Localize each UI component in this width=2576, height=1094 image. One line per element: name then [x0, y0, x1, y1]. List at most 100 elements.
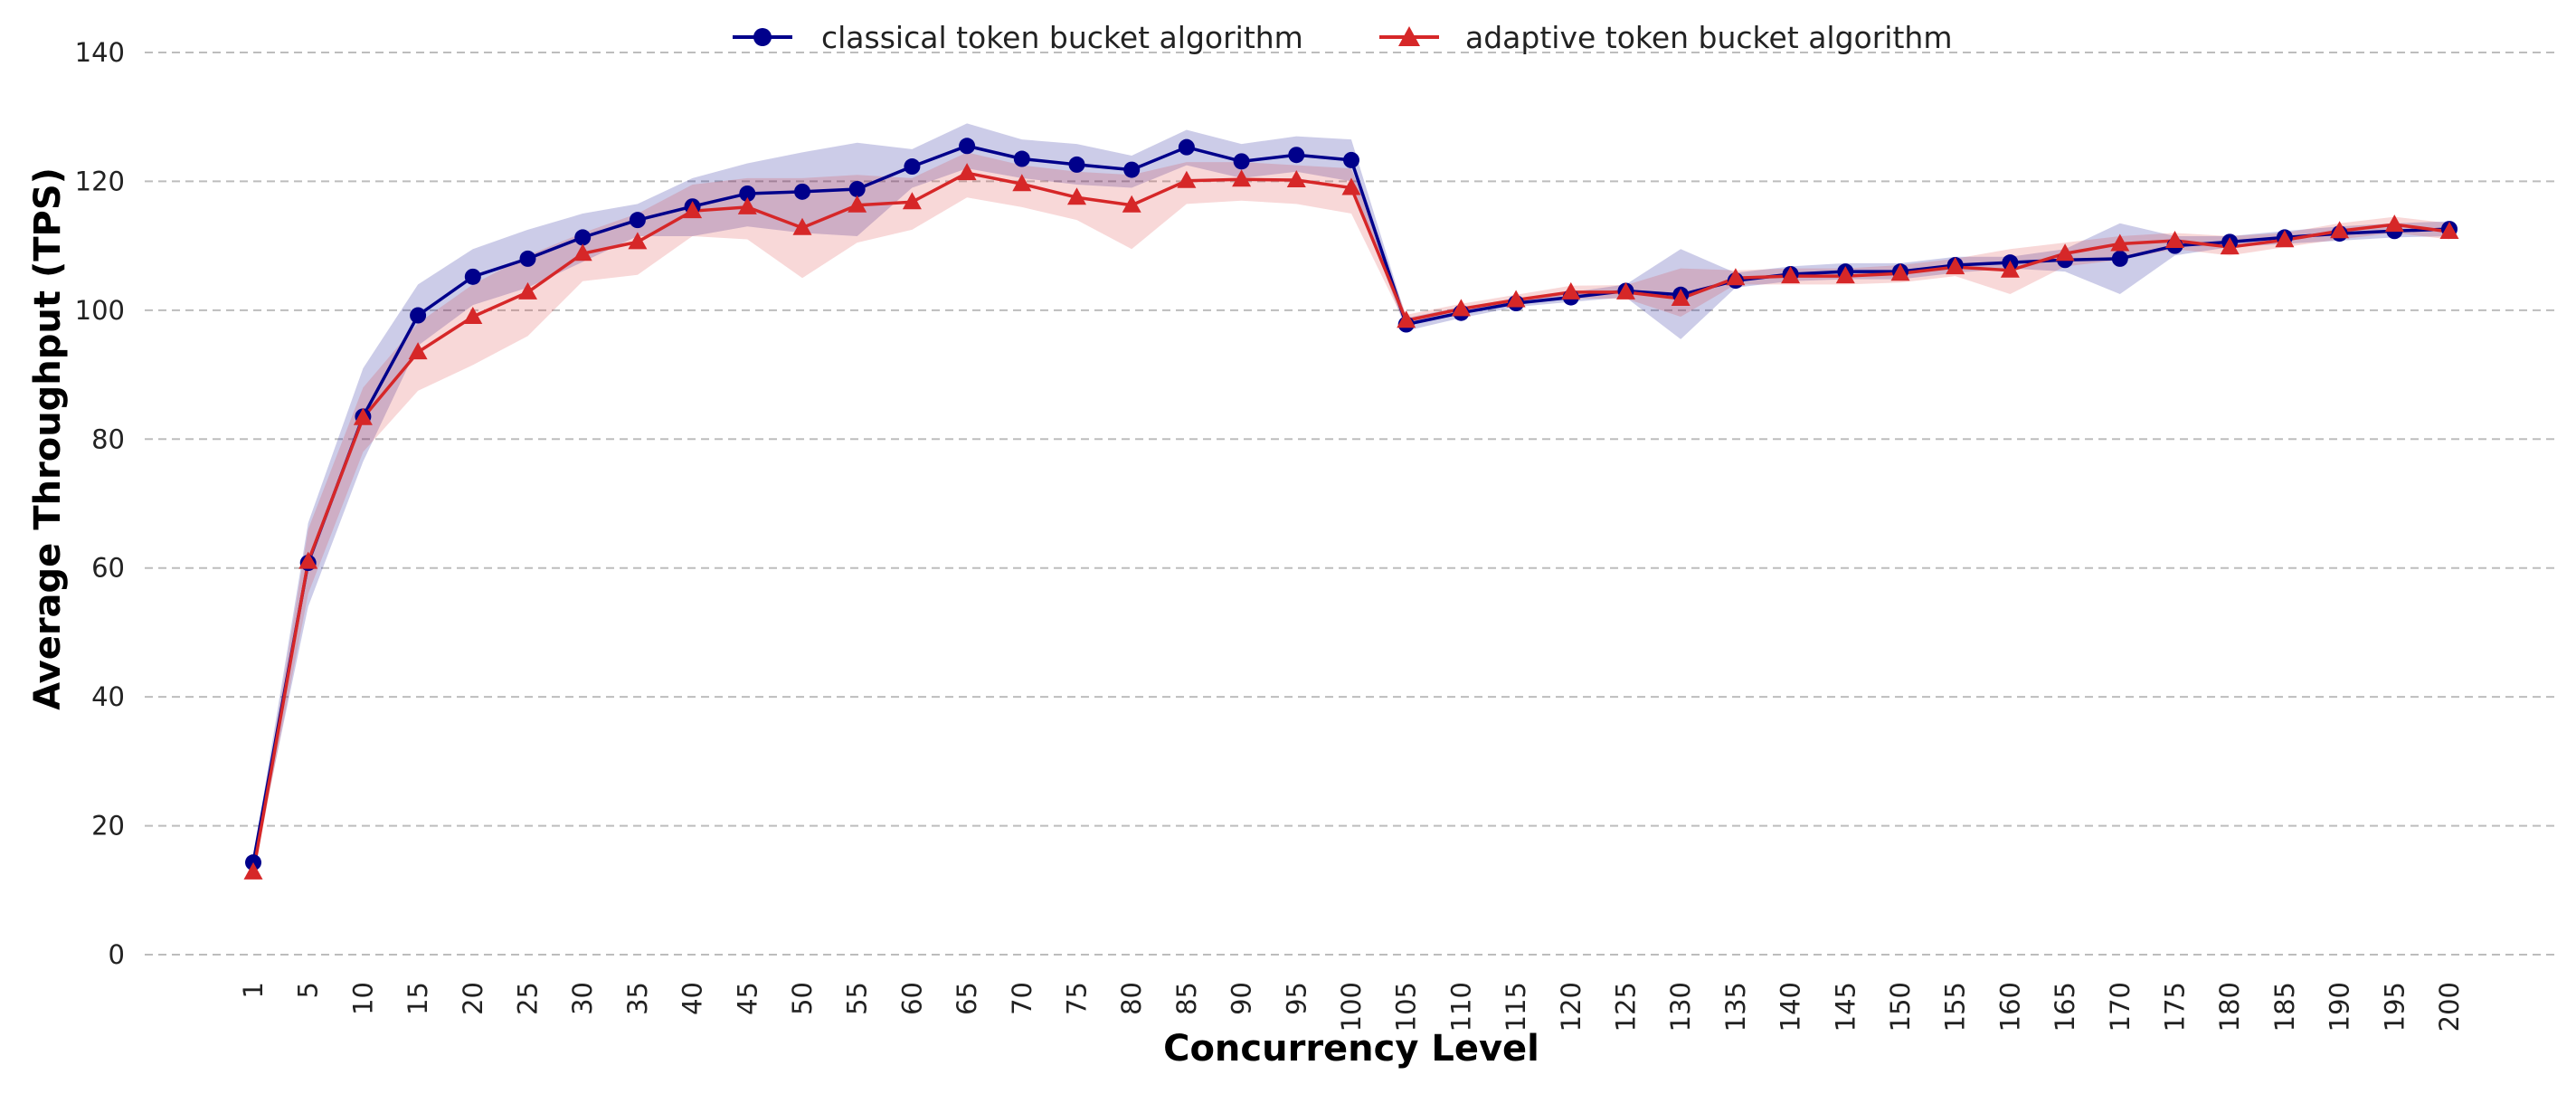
x-tick-label: 145: [1830, 982, 1861, 1032]
data-point-adaptive: [1671, 289, 1690, 307]
x-tick-label: 170: [2105, 982, 2136, 1032]
data-point-adaptive: [792, 217, 812, 235]
data-point-classical: [904, 158, 921, 176]
data-point-classical: [959, 138, 976, 155]
x-tick-label: 80: [1116, 982, 1147, 1015]
data-point-classical: [1288, 147, 1305, 164]
x-axis-ticks: 1 5 10 15 20 25 30 35 40 45 50 55 60 65 70 75 80 85 90 95 10…: [238, 982, 2465, 1032]
data-point-adaptive: [2165, 230, 2184, 248]
x-tick-label: 140: [1776, 982, 1806, 1032]
data-point-adaptive: [2330, 221, 2350, 239]
legend-label-adaptive: adaptive token bucket algorithm: [1465, 20, 1952, 55]
data-point-classical: [2111, 250, 2128, 267]
x-tick-label: 95: [1281, 982, 1312, 1015]
y-axis-title: Average Throughput (TPS): [27, 167, 69, 710]
y-tick-label: 100: [75, 295, 125, 326]
x-tick-label: 115: [1501, 982, 1531, 1032]
data-point-classical: [629, 212, 646, 229]
data-point-adaptive: [2275, 230, 2295, 248]
data-point-adaptive: [1835, 266, 1855, 284]
data-point-classical: [519, 250, 536, 267]
x-tick-label: 135: [1720, 982, 1751, 1032]
data-point-adaptive: [1506, 290, 1526, 308]
x-tick-label: 90: [1226, 982, 1257, 1015]
y-tick-label: 40: [91, 681, 125, 712]
data-point-adaptive: [1451, 299, 1471, 317]
data-point-adaptive: [2220, 237, 2240, 255]
data-point-adaptive: [1012, 174, 1032, 192]
data-point-adaptive: [1397, 310, 1416, 328]
data-point-classical: [794, 183, 810, 200]
data-point-adaptive: [408, 342, 428, 360]
x-tick-label: 55: [842, 982, 873, 1015]
x-tick-label: 110: [1445, 982, 1476, 1032]
data-point-adaptive: [1726, 268, 1746, 286]
x-tick-label: 160: [1994, 982, 2025, 1032]
y-tick-label: 140: [75, 37, 125, 68]
data-point-adaptive: [243, 861, 263, 880]
data-point-classical: [739, 185, 756, 202]
x-tick-label: 5: [293, 982, 324, 998]
data-point-adaptive: [2384, 214, 2404, 233]
x-tick-label: 120: [1556, 982, 1586, 1032]
x-tick-label: 200: [2434, 982, 2465, 1032]
x-tick-label: 125: [1611, 982, 1642, 1032]
data-point-adaptive: [463, 306, 483, 324]
x-tick-label: 85: [1171, 982, 1202, 1015]
data-point-adaptive: [1232, 169, 1252, 187]
data-point-adaptive: [1781, 266, 1801, 284]
series-markers: [243, 138, 2459, 880]
x-tick-label: 25: [513, 982, 544, 1015]
x-tick-label: 30: [567, 982, 598, 1015]
x-tick-label: 1: [238, 982, 269, 998]
x-tick-label: 70: [1007, 982, 1037, 1015]
data-point-adaptive: [1286, 170, 1306, 188]
x-axis-title: Concurrency Level: [1163, 1028, 1539, 1070]
data-point-adaptive: [573, 243, 592, 262]
x-tick-label: 10: [347, 982, 378, 1015]
legend-marker-adaptive: [1398, 26, 1420, 46]
y-tick-label: 20: [91, 811, 125, 842]
data-point-adaptive: [2000, 260, 2020, 278]
data-point-adaptive: [1946, 257, 1965, 275]
legend: classical token bucket algorithm adaptiv…: [733, 20, 1952, 55]
x-tick-label: 190: [2325, 982, 2355, 1032]
data-point-classical: [410, 307, 427, 324]
x-tick-label: 130: [1665, 982, 1696, 1032]
data-point-adaptive: [2439, 221, 2459, 239]
data-point-adaptive: [902, 192, 922, 210]
data-point-adaptive: [353, 407, 373, 425]
data-point-adaptive: [737, 196, 757, 214]
data-point-adaptive: [628, 232, 648, 250]
x-tick-label: 45: [732, 982, 762, 1015]
data-point-adaptive: [1561, 281, 1581, 300]
x-tick-label: 165: [2050, 982, 2080, 1032]
x-tick-label: 35: [622, 982, 653, 1015]
y-tick-label: 120: [75, 166, 125, 196]
x-tick-label: 195: [2379, 982, 2410, 1032]
x-tick-label: 40: [677, 982, 708, 1015]
y-axis-ticks: 0 20 40 60 80 100 120 140: [75, 37, 125, 970]
data-point-classical: [574, 229, 592, 246]
legend-label-classical: classical token bucket algorithm: [821, 20, 1303, 55]
x-tick-label: 100: [1336, 982, 1367, 1032]
x-tick-label: 75: [1062, 982, 1093, 1015]
x-tick-label: 60: [896, 982, 927, 1015]
x-tick-label: 15: [402, 982, 433, 1015]
legend-marker-classical: [753, 28, 772, 46]
data-point-adaptive: [1341, 177, 1361, 195]
data-point-classical: [1013, 150, 1030, 167]
data-point-classical: [1178, 138, 1195, 156]
x-tick-label: 20: [458, 982, 488, 1015]
y-tick-label: 80: [91, 423, 125, 454]
data-point-adaptive: [2110, 233, 2130, 252]
data-point-adaptive: [1616, 281, 1635, 300]
data-point-classical: [1343, 151, 1359, 168]
data-point-classical: [848, 180, 866, 197]
x-tick-label: 180: [2214, 982, 2245, 1032]
data-point-adaptive: [1067, 187, 1086, 205]
data-point-adaptive: [683, 201, 703, 219]
x-tick-label: 65: [952, 982, 982, 1015]
